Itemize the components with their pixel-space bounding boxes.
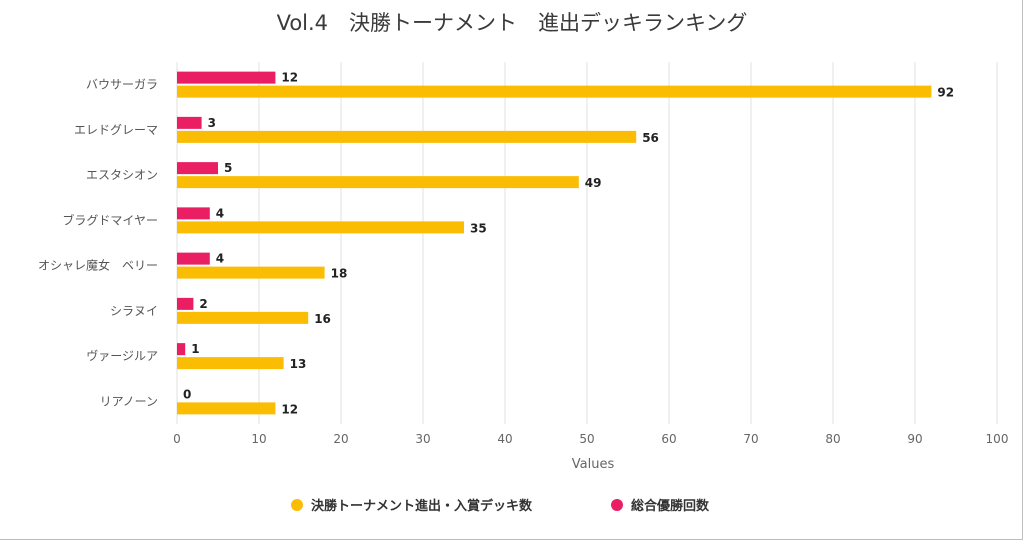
data-label-advanced-decks: 13 <box>290 357 307 371</box>
x-tick-label: 30 <box>415 432 430 446</box>
x-tick-label: 90 <box>907 432 922 446</box>
x-tick-label: 70 <box>743 432 758 446</box>
x-tick-label: 40 <box>497 432 512 446</box>
x-tick-label: 50 <box>579 432 594 446</box>
data-label-total-wins: 1 <box>191 342 199 356</box>
legend-label-advanced-decks: 決勝トーナメント進出・入賞デッキ数 <box>311 498 533 514</box>
category-label: エスタシオン <box>86 168 158 182</box>
grid-lines <box>176 62 998 424</box>
data-label-advanced-decks: 35 <box>470 221 487 235</box>
bar-advanced-decks <box>177 176 579 189</box>
bar-advanced-decks <box>177 357 284 370</box>
data-label-advanced-decks: 49 <box>585 176 602 190</box>
category-label: オシャレ魔女 ベリー <box>38 258 158 273</box>
x-tick-label: 60 <box>661 432 676 446</box>
x-tick-label: 100 <box>986 432 1009 446</box>
data-label-total-wins: 3 <box>208 116 216 130</box>
bar-total-wins <box>177 343 186 356</box>
bar-total-wins <box>177 116 202 129</box>
bar-advanced-decks <box>177 130 637 143</box>
legend-label-total-wins: 総合優勝回数 <box>631 498 710 514</box>
bar-total-wins <box>177 207 210 220</box>
bar-total-wins <box>177 297 194 310</box>
legend: 決勝トーナメント進出・入賞デッキ数 総合優勝回数 <box>291 498 710 514</box>
legend-marker-advanced-decks <box>291 499 303 511</box>
chart-title: Vol.4 決勝トーナメント 進出デッキランキング <box>277 11 748 35</box>
category-label: エレドグレーマ <box>74 123 158 137</box>
x-tick-label: 0 <box>173 432 181 446</box>
legend-marker-total-wins <box>611 499 623 511</box>
data-label-advanced-decks: 92 <box>937 86 954 100</box>
bar-total-wins <box>177 162 218 175</box>
x-tick-label: 80 <box>825 432 840 446</box>
data-label-advanced-decks: 12 <box>281 402 298 416</box>
x-axis-label: Values <box>572 457 615 472</box>
bar-advanced-decks <box>177 266 325 279</box>
x-tick-label: 10 <box>251 432 266 446</box>
data-label-advanced-decks: 18 <box>331 267 348 281</box>
data-label-total-wins: 4 <box>216 252 224 266</box>
category-label: バウサーガラ <box>86 78 158 92</box>
data-label-total-wins: 2 <box>199 297 207 311</box>
data-label-advanced-decks: 56 <box>642 131 659 145</box>
bar-advanced-decks <box>177 402 276 415</box>
bars <box>177 71 932 415</box>
data-labels: 12 92 3 56 5 49 4 35 4 18 2 16 1 13 0 12 <box>183 71 954 417</box>
data-label-total-wins: 0 <box>183 387 191 401</box>
bar-advanced-decks <box>177 311 309 324</box>
category-label: シラヌイ <box>110 304 158 318</box>
bar-advanced-decks <box>177 221 464 234</box>
data-label-total-wins: 4 <box>216 206 224 220</box>
data-label-total-wins: 5 <box>224 161 232 175</box>
bar-total-wins <box>177 252 210 265</box>
data-label-total-wins: 12 <box>281 71 298 85</box>
category-label: リアノーン <box>100 394 158 408</box>
bar-advanced-decks <box>177 85 932 98</box>
category-label: ヴァージルア <box>86 348 158 363</box>
bar-total-wins <box>177 71 276 84</box>
x-tick-label: 20 <box>333 432 348 446</box>
x-tick-labels: 0 10 20 30 40 50 60 70 80 90 100 <box>173 432 1008 446</box>
category-label: ブラグドマイヤー <box>62 212 158 227</box>
data-label-advanced-decks: 16 <box>314 312 331 326</box>
